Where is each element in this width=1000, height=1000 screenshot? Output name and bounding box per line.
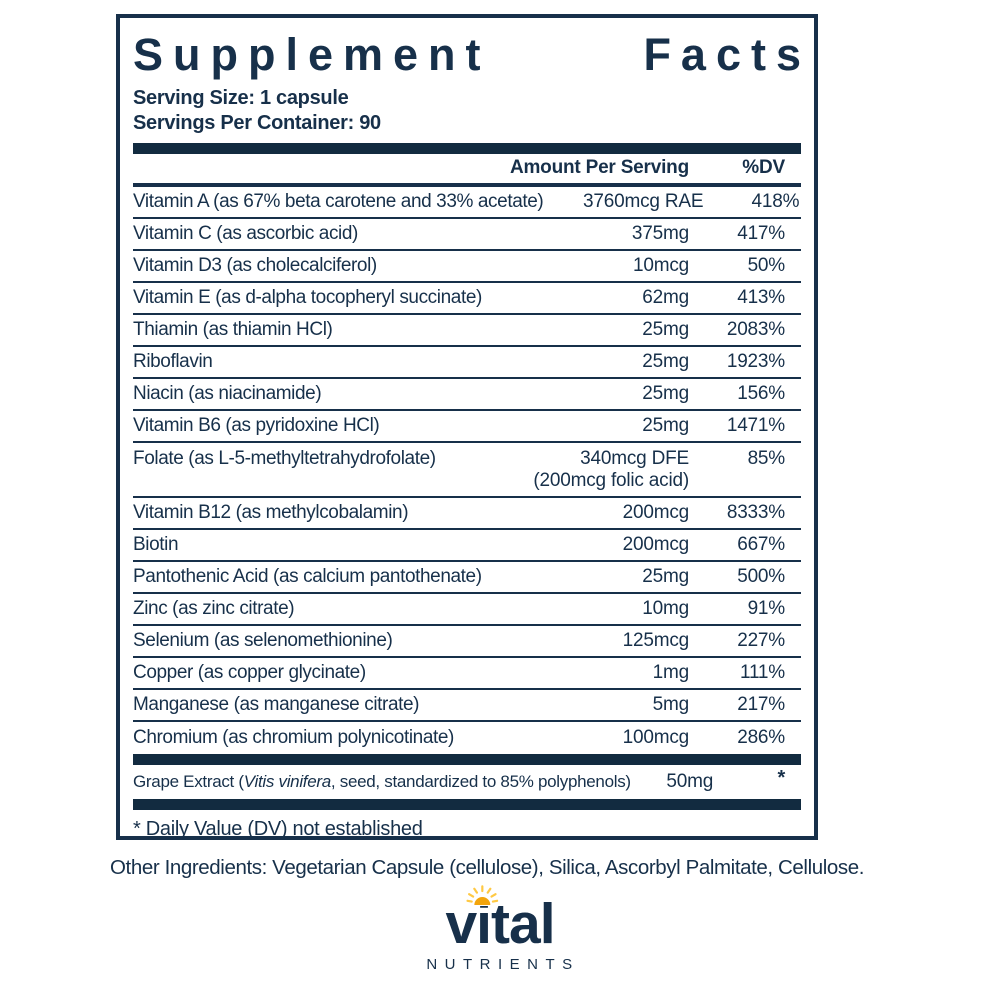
nutrient-name: Vitamin E (as d-alpha tocopheryl succina… — [133, 286, 482, 308]
nutrient-dv: 8333% — [726, 501, 785, 523]
nutrient-amount: 3760mcg RAE — [583, 190, 704, 212]
panel-title-word2: Facts — [643, 29, 811, 80]
nutrient-amount: 1mg — [652, 661, 690, 683]
table-row: Selenium (as selenomethionine) 125mcg 22… — [133, 626, 801, 658]
nutrient-name: Vitamin B12 (as methylcobalamin) — [133, 501, 409, 523]
nutrient-amount: 25mg — [642, 350, 689, 372]
nutrient-amount: 200mcg — [622, 533, 690, 555]
nutrient-amount: 25mg — [642, 382, 689, 404]
nutrient-dv: 500% — [737, 565, 785, 587]
nutrient-dv: 1923% — [726, 350, 785, 372]
brand-logo-text: vital — [445, 892, 555, 956]
nutrient-amount: 25mg — [642, 565, 689, 587]
table-row: Vitamin D3 (as cholecalciferol) 10mcg 50… — [133, 251, 801, 283]
grape-extract-amount: 50mg — [666, 770, 714, 792]
nutrient-amount: 25mg — [642, 318, 689, 340]
table-row: Vitamin A (as 67% beta carotene and 33% … — [133, 187, 801, 219]
nutrient-dv: 2083% — [726, 318, 785, 340]
nutrient-amount: 10mcg — [632, 254, 689, 276]
nutrient-name: Vitamin A (as 67% beta carotene and 33% … — [133, 190, 544, 212]
divider-bar-mid-2 — [133, 798, 801, 810]
nutrient-dv: 50% — [747, 254, 786, 276]
grape-extract-dv: * — [777, 766, 786, 789]
nutrient-amount: 100mcg — [622, 726, 690, 748]
nutrient-name: Vitamin D3 (as cholecalciferol) — [133, 254, 377, 276]
table-row: Riboflavin 25mg 1923% — [133, 347, 801, 379]
nutrient-dv: 417% — [737, 222, 785, 244]
table-row-grape-extract: Grape Extract (Vitis vinifera, seed, sta… — [133, 765, 801, 799]
nutrient-amount: 62mg — [642, 286, 689, 308]
nutrient-name: Vitamin C (as ascorbic acid) — [133, 222, 358, 244]
nutrient-amount: 200mcg — [622, 501, 690, 523]
table-row: Vitamin E (as d-alpha tocopheryl succina… — [133, 283, 801, 315]
table-row: Copper (as copper glycinate) 1mg 111% — [133, 658, 801, 690]
nutrient-dv: 286% — [737, 726, 785, 748]
panel-title: Supplement Facts — [133, 30, 801, 80]
nutrient-dv: 91% — [747, 597, 786, 619]
nutrient-dv: 667% — [737, 533, 785, 555]
nutrient-dv: 418% — [751, 190, 800, 212]
nutrient-amount: 25mg — [642, 414, 689, 436]
table-row: Folate (as L-5-methyltetrahydrofolate) 3… — [133, 443, 801, 498]
nutrient-dv: 413% — [737, 286, 785, 308]
nutrient-name: Thiamin (as thiamin HCl) — [133, 318, 333, 340]
table-row: Chromium (as chromium polynicotinate) 10… — [133, 722, 801, 754]
table-row: Manganese (as manganese citrate) 5mg 217… — [133, 690, 801, 722]
nutrient-name: Manganese (as manganese citrate) — [133, 693, 420, 715]
nutrient-name: Selenium (as selenomethionine) — [133, 629, 393, 651]
nutrient-name: Copper (as copper glycinate) — [133, 661, 366, 683]
grape-label-latin-name: Vitis vinifera — [243, 771, 331, 791]
grape-label-suffix: , seed, standardized to 85% polyphenols) — [330, 771, 631, 791]
table-row: Niacin (as niacinamide) 25mg 156% — [133, 379, 801, 411]
nutrient-name: Pantothenic Acid (as calcium pantothenat… — [133, 565, 482, 587]
panel-title-word1: Supplement — [133, 29, 491, 80]
brand-logo-subtext: NUTRIENTS — [426, 956, 580, 973]
nutrient-name: Biotin — [133, 533, 179, 555]
nutrient-dv: 111% — [740, 661, 785, 683]
supplement-facts-panel: Supplement Facts Serving Size: 1 capsule… — [116, 14, 818, 840]
nutrient-dv: 156% — [737, 382, 785, 404]
table-row: Pantothenic Acid (as calcium pantothenat… — [133, 562, 801, 594]
header-amount-per-serving: Amount Per Serving — [509, 157, 689, 178]
nutrient-dv: 85% — [747, 447, 786, 469]
table-row: Vitamin C (as ascorbic acid) 375mg 417% — [133, 219, 801, 251]
nutrient-name: Folate (as L-5-methyltetrahydrofolate) — [133, 447, 436, 469]
nutrient-name: Niacin (as niacinamide) — [133, 382, 322, 404]
nutrient-name: Zinc (as zinc citrate) — [133, 597, 295, 619]
other-ingredients: Other Ingredients: Vegetarian Capsule (c… — [110, 856, 865, 879]
nutrient-amount: 340mcg DFE (200mcg folic acid) — [533, 447, 689, 491]
brand-logo: vital NUTRIENTS — [420, 885, 580, 973]
brand-logo-wordmark: vital — [445, 885, 556, 953]
serving-size: Serving Size: 1 capsule — [133, 86, 349, 109]
table-header: Amount Per Serving %DV — [133, 154, 801, 187]
nutrient-amount: 375mg — [631, 222, 689, 244]
grape-label-prefix: Grape Extract ( — [133, 771, 244, 791]
nutrient-amount: 125mcg — [622, 629, 690, 651]
table-row: Thiamin (as thiamin HCl) 25mg 2083% — [133, 315, 801, 347]
table-row: Vitamin B6 (as pyridoxine HCl) 25mg 1471… — [133, 411, 801, 443]
nutrient-name: Riboflavin — [133, 350, 213, 372]
dv-footnote: * Daily Value (DV) not established — [133, 817, 423, 840]
nutrient-name: Vitamin B6 (as pyridoxine HCl) — [133, 414, 380, 436]
divider-bar-mid-1 — [133, 753, 801, 765]
header-dv: %DV — [742, 157, 785, 178]
sun-icon — [466, 885, 499, 906]
nutrient-amount: 10mg — [642, 597, 689, 619]
servings-per-container: Servings Per Container: 90 — [133, 111, 381, 134]
nutrient-dv: 227% — [737, 629, 785, 651]
divider-bar-top — [133, 142, 801, 154]
grape-extract-label: Grape Extract (Vitis vinifera, seed, sta… — [133, 772, 631, 792]
nutrient-amount: 5mg — [652, 693, 690, 715]
table-row: Biotin 200mcg 667% — [133, 530, 801, 562]
facts-rows: Vitamin A (as 67% beta carotene and 33% … — [133, 187, 801, 754]
table-row: Vitamin B12 (as methylcobalamin) 200mcg … — [133, 498, 801, 530]
nutrient-name: Chromium (as chromium polynicotinate) — [133, 726, 454, 748]
nutrient-dv: 1471% — [726, 414, 785, 436]
table-row: Zinc (as zinc citrate) 10mg 91% — [133, 594, 801, 626]
nutrient-dv: 217% — [737, 693, 785, 715]
